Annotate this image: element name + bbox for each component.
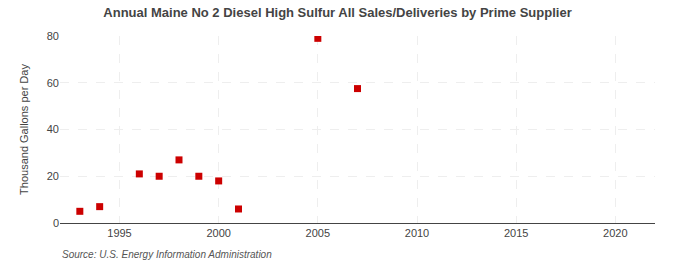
svg-text:60: 60: [47, 77, 59, 89]
svg-text:Source: U.S. Energy Informatio: Source: U.S. Energy Information Administ…: [62, 249, 272, 260]
svg-text:Annual Maine No 2 Diesel High: Annual Maine No 2 Diesel High Sulfur All…: [103, 5, 571, 20]
svg-text:80: 80: [47, 30, 59, 42]
svg-text:0: 0: [53, 217, 59, 229]
svg-text:20: 20: [47, 170, 59, 182]
svg-text:2005: 2005: [306, 227, 330, 239]
svg-text:1995: 1995: [107, 227, 131, 239]
svg-text:40: 40: [47, 123, 59, 135]
svg-text:2020: 2020: [603, 227, 627, 239]
svg-text:2010: 2010: [405, 227, 429, 239]
svg-text:Thousand Gallons per Day: Thousand Gallons per Day: [18, 64, 30, 195]
svg-text:2015: 2015: [504, 227, 528, 239]
svg-text:2000: 2000: [206, 227, 230, 239]
